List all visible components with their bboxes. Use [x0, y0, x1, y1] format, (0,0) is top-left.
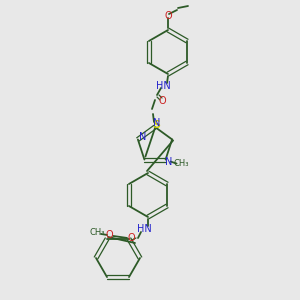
Text: CH₃: CH₃	[174, 159, 189, 168]
Text: O: O	[105, 230, 113, 240]
Text: O: O	[158, 96, 166, 106]
Text: HN: HN	[156, 81, 170, 91]
Text: CH₃: CH₃	[89, 228, 105, 237]
Text: N: N	[139, 132, 147, 142]
Text: O: O	[164, 11, 172, 21]
Text: S: S	[152, 120, 160, 130]
Text: O: O	[127, 233, 135, 243]
Text: N: N	[153, 118, 161, 128]
Text: N: N	[165, 157, 172, 166]
Text: HN: HN	[136, 224, 152, 234]
